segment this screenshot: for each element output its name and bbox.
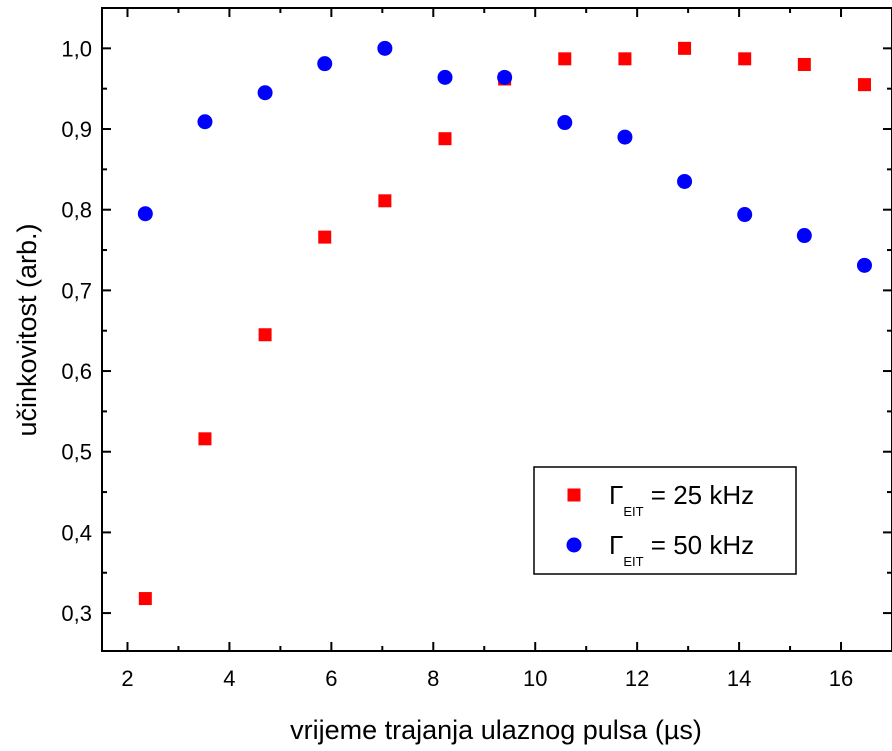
y-tick-label: 0,8 <box>61 198 92 223</box>
x-tick-label: 2 <box>121 666 133 691</box>
series-squares <box>138 41 871 606</box>
data-point-circle <box>737 207 753 223</box>
y-tick-label: 0,6 <box>61 359 92 384</box>
legend-value: = 25 kHz <box>644 480 755 510</box>
legend-subscript: EIT <box>623 554 643 569</box>
data-point-square <box>198 432 212 446</box>
y-axis-title: učinkovitost (arb.) <box>12 223 42 436</box>
data-point-square <box>258 328 272 342</box>
data-point-square <box>438 132 452 146</box>
legend-label: ΓEIT = 50 kHz <box>609 530 754 569</box>
data-point-circle <box>796 228 812 244</box>
plot-border <box>101 7 892 652</box>
x-axis-ticks: 2 4 6 8 10 12 14 16 <box>121 8 892 691</box>
x-tick-label: 16 <box>829 666 853 691</box>
data-series <box>137 40 872 606</box>
series-circles <box>137 40 872 273</box>
x-tick-label: 10 <box>523 666 547 691</box>
x-tick-label: 12 <box>625 666 649 691</box>
x-tick-label: 14 <box>727 666 751 691</box>
data-point-square <box>857 78 871 92</box>
legend-gamma: Γ <box>609 480 623 510</box>
data-point-circle <box>617 129 633 145</box>
data-point-circle <box>257 85 273 101</box>
data-point-circle <box>437 69 453 85</box>
legend-label: ΓEIT = 25 kHz <box>609 480 754 519</box>
data-point-circle <box>197 114 213 130</box>
y-tick-label: 0,5 <box>61 440 92 465</box>
plot-frame <box>101 7 892 652</box>
data-point-square <box>738 52 752 66</box>
y-tick-label: 1,0 <box>61 36 92 61</box>
legend-subscript: EIT <box>623 504 643 519</box>
y-tick-label: 0,3 <box>61 601 92 626</box>
legend-marker-square <box>567 488 581 502</box>
data-point-circle <box>497 69 513 85</box>
y-axis-ticks: 0,3 0,4 0,5 0,6 0,7 0,8 0,9 1,0 <box>61 36 892 626</box>
data-point-circle <box>317 56 333 72</box>
data-point-circle <box>856 257 872 273</box>
data-point-square <box>797 57 811 71</box>
legend-box <box>533 466 797 575</box>
data-point-circle <box>137 206 153 222</box>
data-point-circle <box>557 115 573 131</box>
data-point-square <box>678 41 692 55</box>
x-axis-title: vrijeme trajanja ulaznog pulsa (µs) <box>290 715 702 745</box>
data-point-circle <box>377 40 393 56</box>
y-tick-label: 0,4 <box>61 520 92 545</box>
data-point-square <box>138 592 152 606</box>
x-tick-label: 4 <box>223 666 235 691</box>
legend-value: = 50 kHz <box>644 530 755 560</box>
data-point-square <box>318 230 332 244</box>
y-tick-label: 0,9 <box>61 117 92 142</box>
x-tick-label: 8 <box>427 666 439 691</box>
data-point-square <box>378 194 392 208</box>
data-point-square <box>558 52 572 66</box>
legend-marker-circle <box>566 537 582 553</box>
data-point-square <box>618 52 632 66</box>
data-point-circle <box>677 173 693 189</box>
y-tick-label: 0,7 <box>61 278 92 303</box>
x-tick-label: 6 <box>325 666 337 691</box>
legend-gamma: Γ <box>609 530 623 560</box>
